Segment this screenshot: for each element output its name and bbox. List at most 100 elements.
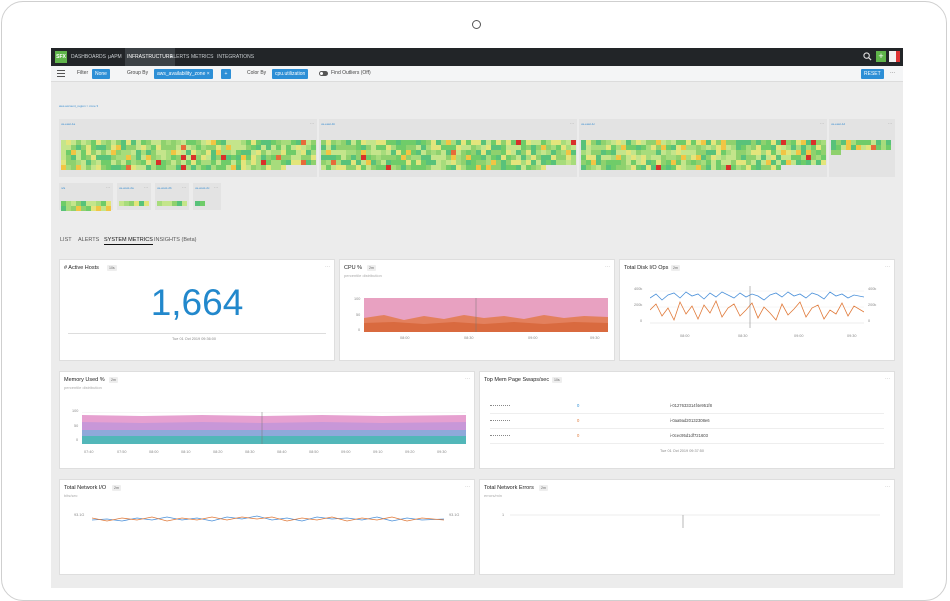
host-cell[interactable]: [851, 140, 856, 145]
host-cell[interactable]: [106, 160, 111, 165]
host-cell[interactable]: [636, 155, 641, 160]
host-cell[interactable]: [776, 150, 781, 155]
host-cell[interactable]: [606, 165, 611, 170]
host-cell[interactable]: [786, 155, 791, 160]
host-cell[interactable]: [186, 160, 191, 165]
host-cell[interactable]: [566, 155, 571, 160]
host-cell[interactable]: [741, 165, 746, 170]
host-cell[interactable]: [456, 140, 461, 145]
host-cell[interactable]: [186, 140, 191, 145]
host-cell[interactable]: [141, 145, 146, 150]
host-cell[interactable]: [601, 150, 606, 155]
host-cell[interactable]: [256, 140, 261, 145]
host-cell[interactable]: [561, 160, 566, 165]
host-cell[interactable]: [191, 150, 196, 155]
host-cell[interactable]: [516, 165, 521, 170]
host-cell[interactable]: [296, 140, 301, 145]
host-cell[interactable]: [411, 150, 416, 155]
host-cell[interactable]: [191, 140, 196, 145]
host-cell[interactable]: [831, 150, 836, 155]
host-cell[interactable]: [731, 160, 736, 165]
host-cell[interactable]: [241, 145, 246, 150]
host-cell[interactable]: [326, 150, 331, 155]
host-cell[interactable]: [606, 150, 611, 155]
network-errors-card[interactable]: Total Network Errors 2m errors/min ··· 1: [479, 479, 895, 575]
host-cell[interactable]: [181, 160, 186, 165]
host-cell[interactable]: [226, 160, 231, 165]
host-cell[interactable]: [331, 150, 336, 155]
host-cell[interactable]: [91, 206, 96, 211]
host-cell[interactable]: [144, 201, 149, 206]
host-cell[interactable]: [466, 155, 471, 160]
host-cell[interactable]: [691, 155, 696, 160]
host-cell[interactable]: [471, 150, 476, 155]
host-cell[interactable]: [526, 165, 531, 170]
host-cell[interactable]: [496, 160, 501, 165]
group-menu-icon[interactable]: ···: [144, 185, 148, 190]
host-cell[interactable]: [661, 155, 666, 160]
host-cell[interactable]: [551, 150, 556, 155]
host-cell[interactable]: [116, 150, 121, 155]
host-cell[interactable]: [206, 140, 211, 145]
host-cell[interactable]: [161, 140, 166, 145]
group-menu-icon[interactable]: ···: [820, 121, 824, 126]
active-hosts-card[interactable]: # Active Hosts 10s ··· 1,664 Tue 01 Oct …: [59, 259, 335, 361]
host-cell[interactable]: [776, 145, 781, 150]
host-cell[interactable]: [766, 150, 771, 155]
host-cell[interactable]: [331, 160, 336, 165]
host-cell[interactable]: [621, 165, 626, 170]
search-icon[interactable]: [863, 52, 872, 61]
host-cell[interactable]: [766, 155, 771, 160]
host-cell[interactable]: [371, 155, 376, 160]
host-cell[interactable]: [471, 165, 476, 170]
host-cell[interactable]: [636, 160, 641, 165]
host-cell[interactable]: [621, 155, 626, 160]
host-cell[interactable]: [61, 140, 66, 145]
host-cell[interactable]: [246, 150, 251, 155]
host-cell[interactable]: [266, 160, 271, 165]
host-cell[interactable]: [551, 140, 556, 145]
host-cell[interactable]: [716, 140, 721, 145]
host-cell[interactable]: [76, 206, 81, 211]
host-cell[interactable]: [111, 155, 116, 160]
host-cell[interactable]: [621, 160, 626, 165]
host-cell[interactable]: [656, 140, 661, 145]
host-cell[interactable]: [676, 145, 681, 150]
host-cell[interactable]: [456, 155, 461, 160]
host-cell[interactable]: [246, 165, 251, 170]
host-cell[interactable]: [601, 160, 606, 165]
host-cell[interactable]: [846, 145, 851, 150]
host-cell[interactable]: [86, 155, 91, 160]
host-cell[interactable]: [526, 155, 531, 160]
host-cell[interactable]: [86, 206, 91, 211]
host-cell[interactable]: [541, 165, 546, 170]
host-cell[interactable]: [121, 150, 126, 155]
host-cell[interactable]: [431, 165, 436, 170]
host-cell[interactable]: [236, 145, 241, 150]
host-cell[interactable]: [526, 150, 531, 155]
host-cell[interactable]: [746, 145, 751, 150]
host-cell[interactable]: [66, 145, 71, 150]
host-cell[interactable]: [96, 140, 101, 145]
host-cell[interactable]: [446, 150, 451, 155]
host-cell[interactable]: [606, 145, 611, 150]
host-cell[interactable]: [561, 155, 566, 160]
group-menu-icon[interactable]: ···: [570, 121, 574, 126]
host-cell[interactable]: [456, 165, 461, 170]
host-cell[interactable]: [186, 150, 191, 155]
host-cell[interactable]: [416, 150, 421, 155]
host-cell[interactable]: [336, 150, 341, 155]
host-cell[interactable]: [96, 206, 101, 211]
host-cell[interactable]: [761, 160, 766, 165]
host-cell[interactable]: [401, 160, 406, 165]
host-cell[interactable]: [336, 165, 341, 170]
host-cell[interactable]: [421, 155, 426, 160]
host-cell[interactable]: [836, 150, 841, 155]
host-cell[interactable]: [546, 160, 551, 165]
host-cell[interactable]: [641, 160, 646, 165]
host-cell[interactable]: [286, 155, 291, 160]
host-cell[interactable]: [866, 140, 871, 145]
host-cell[interactable]: [321, 160, 326, 165]
host-cell[interactable]: [706, 150, 711, 155]
host-cell[interactable]: [436, 150, 441, 155]
